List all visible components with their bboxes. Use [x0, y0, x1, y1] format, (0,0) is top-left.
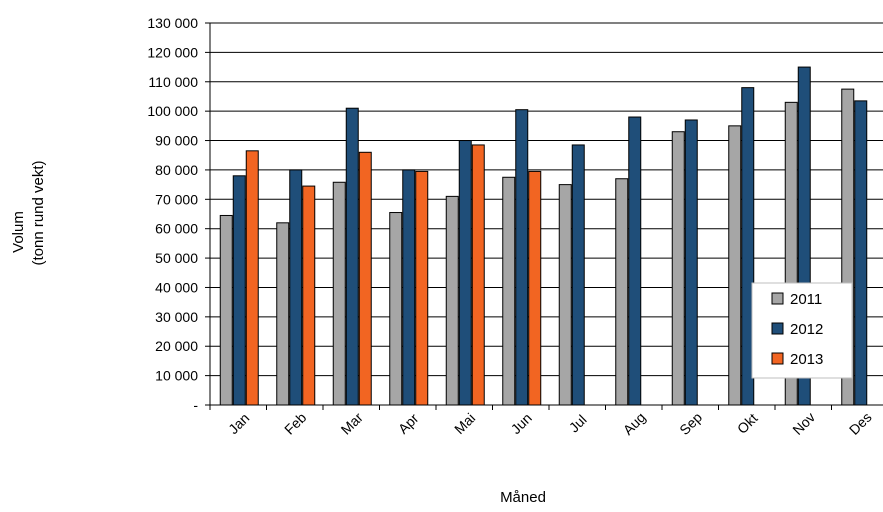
legend-swatch-2012	[771, 322, 784, 335]
x-tick-label: Jan	[225, 410, 252, 437]
y-tick-label: 60 000	[155, 221, 198, 237]
legend-label-2011: 2011	[790, 291, 822, 308]
bar-2011-Feb	[276, 222, 290, 406]
grid-lines	[210, 22, 883, 377]
bar-2012-Feb	[289, 169, 303, 406]
bar-2011-Mai	[445, 195, 459, 406]
y-tick-label: 130 000	[147, 15, 198, 31]
y-tick-label: 40 000	[155, 279, 198, 295]
x-tick-label: Okt	[734, 410, 761, 437]
bar-2012-Apr	[402, 169, 416, 406]
bar-2013-Jun	[528, 170, 542, 406]
y-tick-label: 50 000	[155, 250, 198, 266]
legend-swatch-2013	[771, 352, 784, 365]
bar-2012-Jul	[571, 144, 585, 406]
bar-2011-Jul	[558, 184, 572, 406]
y-tick-label: 110 000	[148, 74, 198, 90]
y-axis-title-line-2: (tonn rund vekt)	[30, 160, 47, 265]
y-tick-label: -	[193, 397, 198, 413]
x-tick-label: Aug	[620, 409, 649, 438]
legend-label-2012: 2012	[790, 321, 823, 338]
x-axis-title: Måned	[500, 489, 546, 506]
bar-2011-Okt	[728, 125, 742, 406]
x-tick-label: Mai	[451, 410, 478, 437]
y-axis-title-line-1: Volum	[10, 211, 27, 253]
y-tick-label: 80 000	[155, 162, 198, 178]
legend-swatch-2011	[771, 292, 784, 305]
x-tick-label: Des	[846, 409, 875, 438]
bar-2011-Mar	[332, 181, 346, 406]
bar-2013-Mai	[471, 144, 485, 406]
bar-2011-Sep	[671, 131, 685, 406]
bar-2012-Mar	[345, 107, 359, 406]
bar-2012-Jan	[232, 175, 246, 406]
bar-2012-Des	[854, 100, 868, 406]
bar-2012-Sep	[684, 119, 698, 406]
legend-items: 2011 2012 2013	[771, 291, 823, 368]
bar-2011-Aug	[615, 178, 629, 406]
bar-2013-Feb	[302, 185, 316, 406]
bar-2012-Jun	[515, 109, 529, 406]
bar-2013-Jan	[245, 150, 259, 406]
bars	[219, 66, 868, 406]
y-tick-label: 70 000	[155, 191, 198, 207]
bar-2011-Jun	[502, 176, 516, 406]
x-tick-label: Apr	[395, 410, 422, 437]
x-tick-label: Jun	[508, 410, 535, 437]
legend-label-2013: 2013	[790, 351, 823, 368]
y-tick-label: 30 000	[155, 309, 198, 325]
y-tick-labels: - 10 000 20 000 30 000 40 000 50 000 60 000 70 …	[147, 15, 198, 413]
x-tick-labels: Jan Feb Mar Apr Mai Jun Jul Aug Sep Okt Nov Des	[225, 409, 875, 438]
y-tick-label: 10 000	[155, 368, 198, 384]
y-tick-label: 100 000	[147, 103, 198, 119]
bar-2011-Jan	[219, 214, 233, 406]
y-tick-label: 120 000	[147, 44, 198, 60]
bar-2013-Mar	[358, 151, 372, 406]
bar-2013-Apr	[415, 170, 429, 406]
axes	[205, 22, 883, 410]
bar-2012-Aug	[628, 116, 642, 406]
legend-frame	[751, 282, 853, 379]
legend: 2011 2012 2013	[751, 282, 853, 379]
x-tick-label: Sep	[676, 409, 705, 438]
bar-2011-Apr	[389, 212, 403, 406]
x-tick-label: Feb	[281, 409, 310, 438]
x-tick-label: Mar	[338, 409, 367, 438]
x-tick-label: Jul	[566, 411, 590, 435]
y-tick-label: 90 000	[155, 133, 198, 149]
bar-2012-Mai	[458, 140, 472, 406]
x-tick-label: Nov	[789, 409, 818, 438]
y-tick-label: 20 000	[155, 338, 198, 354]
